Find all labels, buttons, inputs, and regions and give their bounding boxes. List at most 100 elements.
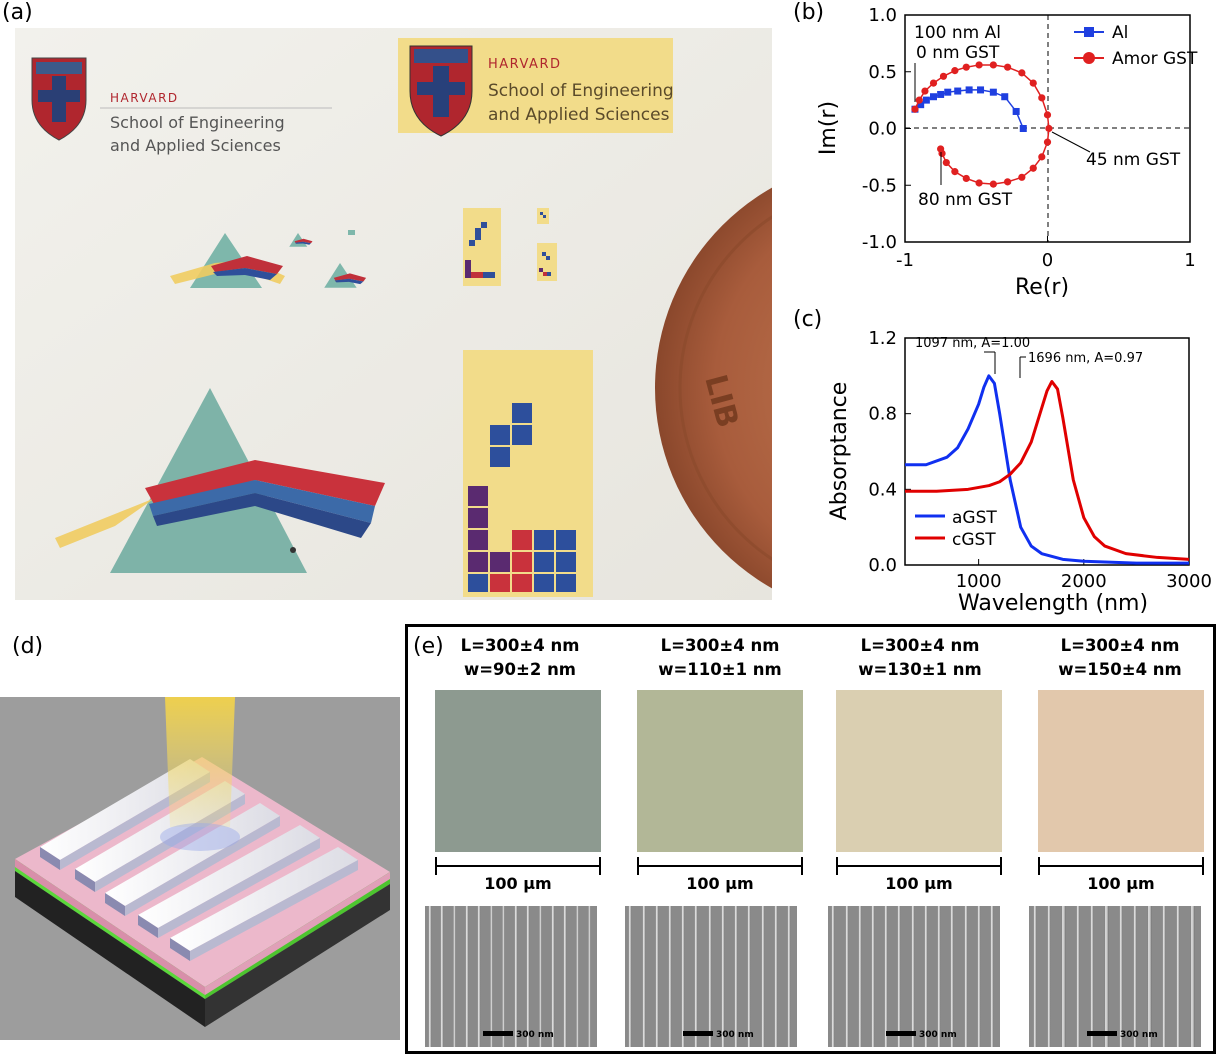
sem-grating-line <box>694 906 699 1047</box>
sample-1-length: L=300±4 nm <box>460 636 580 655</box>
sem-grating-line <box>628 906 633 1047</box>
sem-grating-line <box>1046 906 1052 1047</box>
sem-grating-line <box>452 906 457 1047</box>
chart-b-al-point-8 <box>977 86 985 94</box>
chart-b-xtick-label-0: -1 <box>896 250 914 271</box>
logo-large: HARVARD School of Engineering and Applie… <box>398 38 674 137</box>
sem-grating-line <box>526 906 531 1047</box>
sample-1-swatch <box>435 690 601 852</box>
svg-text:HARVARD: HARVARD <box>488 57 562 72</box>
chart-b-ylabel: Im(r) <box>816 101 841 155</box>
panel-label-e: (e) <box>413 634 444 659</box>
chart-b-al-point-6 <box>954 87 962 95</box>
legend-amor-gst: Amor GST <box>1112 49 1198 69</box>
sem-grating-line <box>1132 906 1138 1047</box>
sample-4-sem-scale: 300 nm <box>1120 1030 1158 1040</box>
chart-c-xtick-label-2: 3000 <box>1166 571 1212 592</box>
tetris-small <box>463 208 501 286</box>
annotation-80nm-gst: 80 nm GST <box>918 190 1013 210</box>
svg-text:and Applied Sciences: and Applied Sciences <box>488 105 670 125</box>
tetris-mini <box>537 208 557 281</box>
chart-b-gst-point-7 <box>975 61 983 69</box>
chart-b-gst-point-23 <box>951 168 959 176</box>
chart-c-ytick-label-0: 1.2 <box>868 328 897 349</box>
sem-grating-line <box>787 906 792 1047</box>
legend-agst: aGST <box>952 508 997 528</box>
sample-4-width: w=150±4 nm <box>1058 660 1182 679</box>
sem-grating-line <box>1147 906 1152 1047</box>
chart-b-al-point-3 <box>930 93 937 101</box>
sample-1-title: L=300±4 nm w=90±2 nm <box>420 634 620 682</box>
chart-b-al-point-10 <box>1001 93 1009 101</box>
chart-b-xlabel: Re(r) <box>1015 275 1069 300</box>
tetris-large <box>463 350 593 597</box>
chart-b-gst-point-5 <box>951 67 959 75</box>
sem-grating-line <box>1089 906 1095 1047</box>
sem-grating-line <box>428 906 432 1047</box>
sample-2-title: L=300±4 nm w=110±1 nm <box>620 634 820 682</box>
sample-1-scalebar: 100 µm <box>435 857 601 897</box>
chart-c-ytick-label-3: 0.0 <box>868 555 897 576</box>
sample-3-scalebar-label: 100 µm <box>885 874 953 893</box>
sample-2-swatch <box>637 690 803 852</box>
annotation-0nm-gst: 0 nm GST <box>916 43 1000 63</box>
sample-4-swatch <box>1038 690 1204 852</box>
sem-grating-line <box>831 906 836 1047</box>
sample-4-sem-image: 300 nm <box>1029 906 1201 1047</box>
sem-grating-line <box>477 906 481 1047</box>
sample-1-scalebar-label: 100 µm <box>484 874 552 893</box>
sample-2-width: w=110±1 nm <box>658 660 782 679</box>
sem-grating-line <box>654 906 659 1047</box>
chart-b-ytick-label-2: 0.0 <box>868 119 897 140</box>
chart-b-al-point-5 <box>944 88 952 96</box>
sample-3-scalebar: 100 µm <box>836 857 1002 897</box>
sem-grating-line <box>937 906 942 1047</box>
sample-3-sem-scale: 300 nm <box>919 1030 957 1040</box>
chart-b-gst-point-20 <box>989 180 997 188</box>
sample-1-width: w=90±2 nm <box>463 660 577 679</box>
sem-grating-line <box>963 906 968 1047</box>
sample-1-sem-image: 300 nm <box>425 906 597 1047</box>
sample-3-width: w=130±1 nm <box>858 660 982 679</box>
chart-b-xtick-label-2: 1 <box>1184 250 1195 271</box>
sem-grating-line <box>668 906 672 1047</box>
chart-b-ytick-label-4: -1.0 <box>862 232 897 253</box>
panel-e-frame <box>405 624 1216 1054</box>
panel-label-c: (c) <box>793 307 823 332</box>
chart-c-ylabel: Absorptance <box>827 382 852 521</box>
sem-grating-line <box>641 906 646 1047</box>
chart-b-gst-point-0 <box>911 105 919 113</box>
sem-grating-line <box>857 906 862 1047</box>
sem-grating-line <box>1061 906 1066 1047</box>
sample-4-length: L=300±4 nm <box>1060 636 1180 655</box>
prism-large <box>55 388 385 573</box>
chart-c-ytick-label-2: 0.4 <box>868 479 897 500</box>
metasurface-schematic <box>0 697 400 1040</box>
chart-b-al-point-2 <box>922 96 930 104</box>
chart-c-xtick-label-1: 2000 <box>1061 571 1107 592</box>
logo-small: HARVARD School of Engineering and Applie… <box>31 57 332 155</box>
chart-b-gst-point-8 <box>989 61 997 69</box>
svg-text:and Applied Sciences: and Applied Sciences <box>110 136 281 155</box>
chart-b-gst-point-12 <box>1038 94 1046 102</box>
substrate-left <box>15 871 205 1027</box>
sample-3-title: L=300±4 nm w=130±1 nm <box>820 634 1020 682</box>
prism-small <box>324 263 367 288</box>
chart-b-gst-point-26 <box>937 145 945 153</box>
sample-2-sem-scale: 300 nm <box>716 1030 754 1040</box>
sem-grating-line <box>844 906 849 1047</box>
sample-3-sem-image: 300 nm <box>828 906 1000 1047</box>
sem-grating-line <box>990 906 995 1047</box>
annotation-45nm-gst: 45 nm GST <box>1086 150 1181 170</box>
sample-2-scalebar: 100 µm <box>637 857 803 897</box>
chart-c-series-aGST <box>905 374 1189 565</box>
sem-grating-line <box>550 906 555 1047</box>
sem-grating-line <box>563 906 567 1047</box>
chart-b-gst-point-15 <box>1043 138 1052 146</box>
sem-grating-line <box>440 906 445 1047</box>
legend-amor-marker <box>1083 52 1095 64</box>
sem-grating-line <box>1104 906 1109 1047</box>
chart-b-gst-point-4 <box>939 72 948 80</box>
sample-4-title: L=300±4 nm w=150±4 nm <box>1020 634 1220 682</box>
sem-grating-line <box>760 906 765 1047</box>
